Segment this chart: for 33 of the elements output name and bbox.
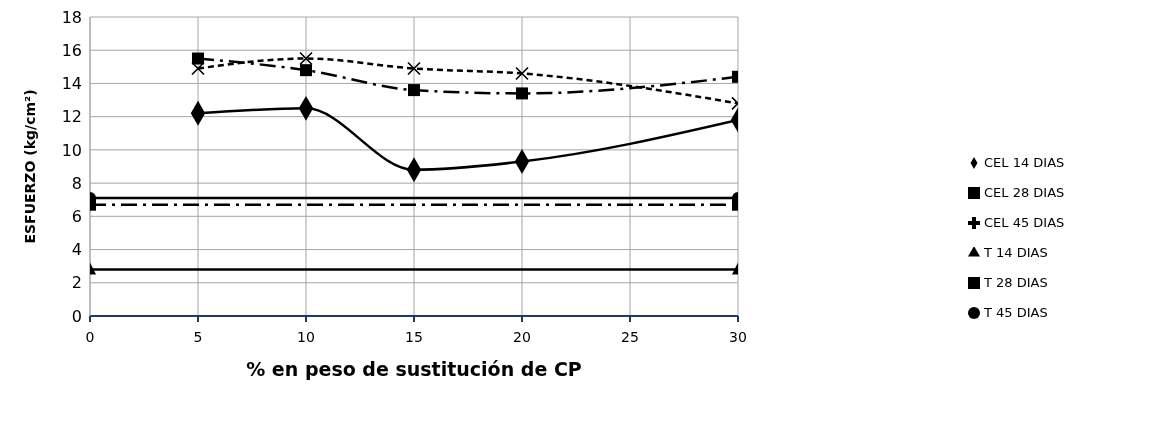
- x-tick-label: 15: [405, 328, 423, 345]
- legend-label: T 14 DIAS: [984, 245, 1048, 260]
- y-tick-label: 6: [71, 207, 82, 227]
- y-tick-label: 16: [61, 40, 82, 60]
- point: [192, 52, 204, 65]
- point: [515, 66, 529, 81]
- y-tick-label: 2: [71, 273, 82, 293]
- x-tick-label: 30: [729, 328, 747, 345]
- point: [516, 87, 528, 100]
- y-tick-label: 8: [71, 173, 82, 193]
- x-tick-label: 20: [513, 328, 531, 345]
- point: [407, 61, 421, 76]
- legend-label: CEL 45 DIAS: [984, 215, 1065, 230]
- point: [300, 64, 312, 77]
- legend-label: CEL 28 DIAS: [984, 185, 1065, 200]
- y-tick-label: 0: [71, 306, 82, 326]
- legend-label: T 28 DIAS: [984, 275, 1048, 290]
- y-tick-label: 4: [71, 240, 82, 260]
- y-tick-label: 14: [61, 74, 82, 94]
- point: [408, 84, 420, 97]
- x-tick-label: 0: [85, 328, 95, 345]
- point: [191, 61, 205, 76]
- x-tick-label: 10: [297, 328, 315, 345]
- y-axis-title: ESFUERZO (kg/cm²): [21, 89, 38, 244]
- x-axis-title: % en peso de sustitución de CP: [246, 358, 582, 380]
- x-tick-label: 25: [621, 328, 639, 345]
- point: [299, 51, 313, 66]
- y-tick-label: 12: [61, 107, 82, 127]
- y-tick-label: 18: [61, 7, 82, 27]
- legend-label: CEL 14 DIAS: [984, 155, 1065, 170]
- x-tick-label: 5: [193, 328, 203, 345]
- y-tick-label: 10: [61, 140, 82, 160]
- legend-label: T 45 DIAS: [984, 305, 1048, 320]
